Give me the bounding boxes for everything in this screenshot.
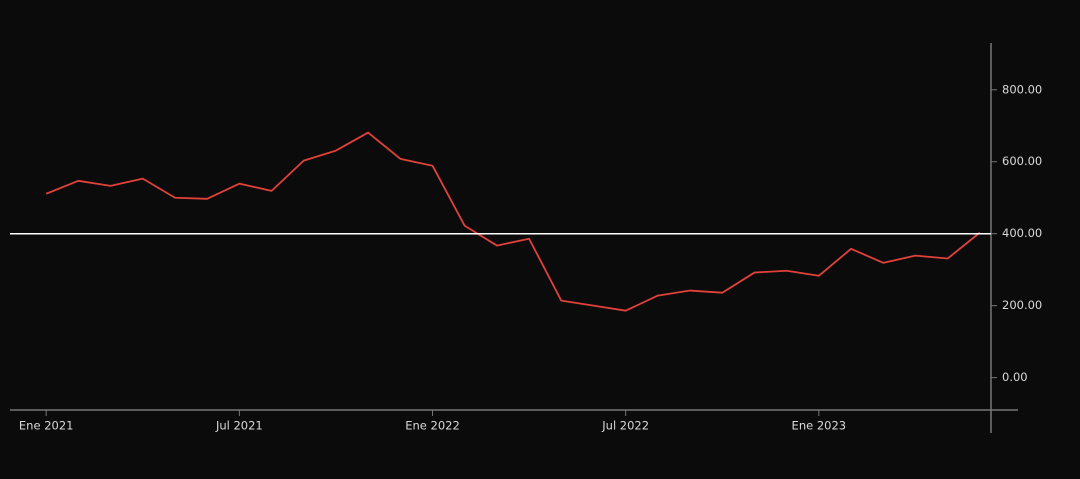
y-tick-label: 200.00 [1002, 298, 1042, 312]
x-tick-label: Ene 2022 [405, 419, 460, 433]
x-tick-label: Ene 2023 [792, 419, 847, 433]
y-tick-label: 800.00 [1002, 82, 1042, 96]
y-tick-label: 400.00 [1002, 226, 1042, 240]
y-tick-label: 0.00 [1002, 370, 1028, 384]
x-tick-label: Jul 2021 [215, 419, 263, 433]
x-tick-label: Ene 2021 [19, 419, 74, 433]
price-line [45, 131, 981, 312]
y-tick-label: 600.00 [1002, 154, 1042, 168]
x-tick-label: Jul 2022 [601, 419, 649, 433]
